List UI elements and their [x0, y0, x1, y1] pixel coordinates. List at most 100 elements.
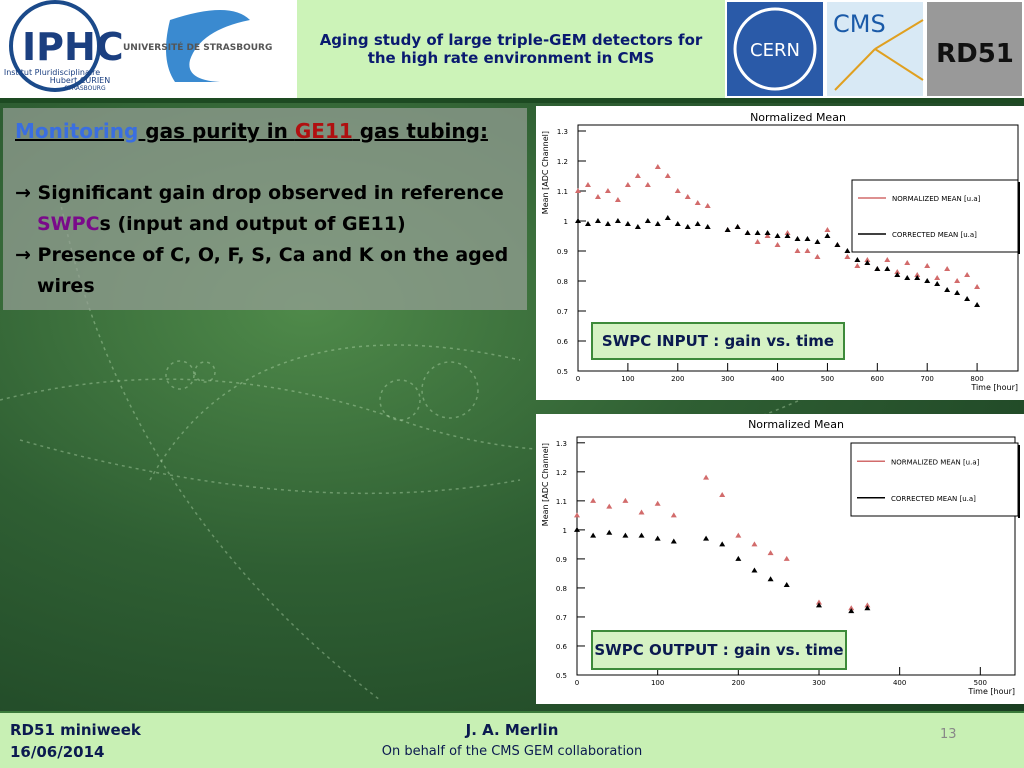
x-tick-label: 300	[812, 679, 825, 687]
footer-left: RD51 miniweek 16/06/2014	[10, 719, 141, 763]
data-point	[664, 173, 671, 178]
data-point	[751, 567, 758, 573]
data-point	[848, 605, 855, 611]
x-tick-label: 100	[651, 679, 664, 687]
data-point	[974, 284, 981, 289]
data-point	[634, 224, 641, 229]
chart-title: Normalized Mean	[750, 111, 846, 124]
y-tick-label: 0.9	[557, 248, 568, 256]
author: J. A. Merlin	[465, 721, 559, 739]
iphc-logo: IPHC Institut Pluridisciplinaire Hubert …	[4, 0, 272, 92]
data-point	[604, 188, 611, 193]
data-point	[684, 224, 691, 229]
y-tick-label: 1.1	[556, 498, 567, 506]
data-point	[584, 182, 591, 187]
data-point	[954, 290, 961, 295]
y-tick-label: 0.5	[557, 368, 568, 376]
data-point	[874, 266, 881, 271]
page-number: 13	[940, 727, 957, 742]
data-point	[624, 221, 631, 226]
data-point	[638, 509, 645, 515]
x-tick-label: 800	[970, 375, 983, 383]
data-point	[634, 173, 641, 178]
data-point	[944, 266, 951, 271]
x-tick-label: 700	[921, 375, 934, 383]
data-point	[814, 254, 821, 259]
data-point	[864, 260, 871, 265]
legend-shadow	[1018, 445, 1020, 518]
data-point	[854, 257, 861, 262]
data-point	[735, 555, 742, 561]
x-tick-label: 600	[871, 375, 884, 383]
data-point	[644, 182, 651, 187]
data-point	[884, 257, 891, 262]
y-tick-label: 0.7	[557, 308, 568, 316]
data-point	[654, 164, 661, 169]
chart-title: Normalized Mean	[748, 418, 844, 431]
data-point	[674, 188, 681, 193]
plot-frame	[576, 436, 1016, 676]
heading-link[interactable]: Monitoring	[15, 119, 146, 143]
y-tick-label: 0.8	[557, 278, 568, 286]
footer: RD51 miniweek 16/06/2014 J. A. Merlin On…	[0, 711, 1024, 768]
x-tick-label: 400	[771, 375, 784, 383]
x-axis-label: Time [hour]	[970, 383, 1018, 392]
data-point	[594, 218, 601, 223]
x-axis-label: Time [hour]	[967, 687, 1015, 696]
data-point	[594, 194, 601, 199]
x-tick-label: 200	[671, 375, 684, 383]
data-point	[670, 512, 677, 518]
data-point	[751, 541, 758, 547]
y-tick-label: 0.9	[556, 556, 567, 564]
event: RD51 miniweek	[10, 721, 141, 739]
data-point	[604, 221, 611, 226]
legend-label: CORRECTED MEAN [u.a]	[891, 495, 976, 503]
data-point	[654, 221, 661, 226]
data-point	[575, 188, 581, 193]
bullet: → Significant gain drop observed in refe…	[15, 182, 504, 235]
data-point	[944, 287, 951, 292]
data-point	[864, 605, 871, 611]
y-tick-label: 1	[563, 527, 567, 535]
data-point	[864, 257, 871, 262]
heading-text: gas purity in	[145, 119, 295, 143]
data-point	[934, 275, 941, 280]
data-point	[904, 260, 911, 265]
data-point	[744, 230, 751, 235]
data-point	[670, 538, 677, 544]
legend-label: NORMALIZED MEAN [u.a]	[892, 195, 981, 203]
data-point	[590, 497, 597, 503]
data-point	[783, 555, 790, 561]
x-tick-label: 300	[721, 375, 734, 383]
data-point	[694, 221, 701, 226]
heading-text: gas tubing:	[352, 119, 488, 143]
data-point	[754, 239, 761, 244]
data-point	[654, 535, 661, 541]
x-tick-label: 400	[893, 679, 906, 687]
data-point	[844, 254, 851, 259]
bullet: → Presence of C, O, F, S, Ca and K on th…	[15, 244, 509, 297]
data-point	[606, 529, 613, 535]
header-title: Aging study of large triple-GEM detector…	[297, 0, 725, 98]
data-point	[894, 272, 901, 277]
university-text: UNIVERSITÉ DE STRASBOURG	[123, 41, 272, 53]
data-point	[764, 230, 771, 235]
y-tick-label: 0.6	[556, 643, 568, 651]
data-point	[575, 218, 581, 223]
data-point	[684, 194, 691, 199]
data-point	[767, 550, 774, 556]
data-point	[719, 492, 726, 498]
data-point	[674, 221, 681, 226]
data-point	[844, 248, 851, 253]
rd51-text: RD51	[936, 39, 1014, 69]
data-point	[884, 266, 891, 271]
annotation: SWPC INPUT : gain vs. time	[591, 322, 845, 360]
y-tick-label: 0.6	[557, 338, 569, 346]
data-point	[767, 576, 774, 582]
data-point	[654, 500, 661, 506]
data-point	[804, 236, 811, 241]
data-point	[824, 227, 831, 232]
data-point	[864, 602, 871, 608]
data-point	[614, 218, 621, 223]
